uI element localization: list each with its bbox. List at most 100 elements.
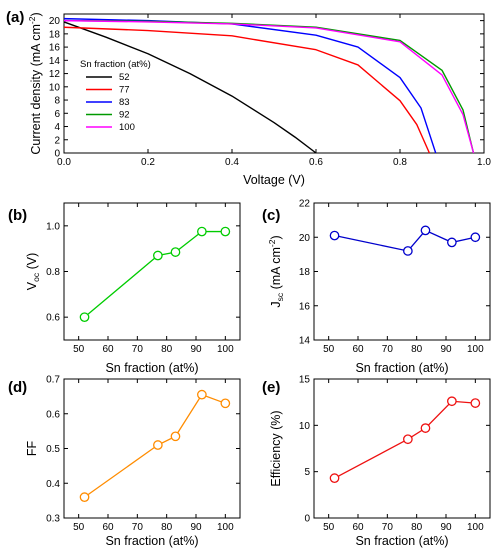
data-point [403,246,413,256]
x-tick-label: 100 [217,522,234,533]
y-label-main: J [269,301,283,307]
x-tick-label: 70 [132,344,144,355]
legend-label: 92 [119,110,130,121]
x-tick-label: 60 [352,344,364,355]
y-label-sub: oc [31,272,41,282]
series-line-100 [63,19,475,154]
panel-label: (e) [262,379,280,396]
y-tick-label: 20 [299,233,311,244]
data-point [170,247,181,257]
y-tick-label: 15 [299,375,311,386]
panel-0: 0.0 0.2 0.4 0.6 0.8 1.0 0 2 4 6 8 10 12 14 16 18 20 (a) Vo… [6,9,491,187]
y-tick-label: 10 [49,82,61,93]
x-tick-label: 60 [102,522,114,533]
x-axis-label: Sn fraction (at%) [355,534,448,548]
data-point [197,226,207,237]
y-tick-label: 14 [49,56,61,67]
x-tick-label: 50 [323,522,335,533]
data-point [79,492,90,502]
y-label-sub: sc [275,292,285,301]
x-tick-label: 70 [132,522,144,533]
x-tick-label: 60 [102,344,114,355]
y-tick-label: 14 [299,336,311,347]
legend-label: 83 [119,97,130,108]
x-tick-label: 50 [73,522,85,533]
legend-label: 52 [119,72,130,83]
x-tick-label: 100 [467,522,484,533]
data-point [329,230,340,241]
y-tick-label: 0.7 [46,375,60,386]
legend-label: 100 [119,122,135,133]
y-axis-label: Efficiency (%) [269,410,283,486]
data-point [197,389,207,400]
y-tick-label: 4 [54,122,60,133]
x-tick-label: 50 [73,344,85,355]
x-tick-label: 90 [190,344,202,355]
series-line-77 [63,26,431,154]
y-label-tail: (V) [25,253,39,273]
y-tick-label: 6 [54,109,60,120]
y-tick-label: 0.3 [46,514,60,525]
y-label-main: FF [25,441,39,457]
data-point [153,440,163,450]
panel-4: 50 60 70 80 90 100 0 5 10 15 (e) Sn fraction (at%) E… [262,375,491,548]
x-axis-label: Voltage (V) [243,173,305,187]
y-tick-label: 22 [299,199,311,210]
x-tick-label: 0.8 [393,157,407,168]
y-label-sup: -2 [27,16,37,24]
y-label-main: V [25,281,39,290]
data-point [470,398,481,408]
x-axis-label: Sn fraction (at%) [105,361,198,375]
y-tick-label: 0.6 [46,409,60,420]
y-tick-label: 1.0 [46,221,60,232]
x-tick-label: 100 [217,344,234,355]
panel-1: 50 60 70 80 90 100 0.6 0.8 1.0 (b) Sn fraction (at… [8,202,241,375]
y-tick-label: 20 [49,16,61,27]
data-point [220,226,231,237]
data-point [153,250,163,261]
x-tick-label: 80 [411,522,423,533]
y-axis-label: FF [25,441,39,457]
x-axis-label: Sn fraction (at%) [355,361,448,375]
y-label-end: ) [269,235,283,239]
x-tick-label: 100 [467,344,484,355]
panel-label: (b) [8,207,27,224]
plot-frame [313,202,491,341]
y-axis-label: Jsc (mA cm-2) [267,235,285,307]
data-point [420,423,431,433]
y-label-main: Current density (mA cm [29,24,43,155]
x-tick-label: 70 [382,344,394,355]
x-tick-label: 0.2 [141,157,155,168]
data-point [220,398,231,409]
y-label-tail: (mA cm [269,247,283,293]
series-line [84,230,226,318]
y-tick-label: 0.4 [46,479,60,490]
x-tick-label: 80 [411,344,423,355]
y-tick-label: 10 [299,421,311,432]
panel-label: (a) [6,9,24,26]
data-point [470,232,481,243]
panel-label: (c) [262,207,280,224]
y-tick-label: 5 [304,467,310,478]
y-tick-label: 18 [299,267,311,278]
plot-frame [63,13,485,154]
x-axis-label: Sn fraction (at%) [105,534,198,548]
y-tick-label: 16 [299,301,311,312]
legend-label: 77 [119,85,130,96]
data-point [79,312,90,323]
y-label-end: ) [29,12,43,16]
y-tick-label: 18 [49,29,61,40]
y-tick-label: 0 [54,149,60,160]
x-tick-label: 90 [190,522,202,533]
legend-title: Sn fraction (at%) [80,59,151,70]
panel-3: 50 60 70 80 90 100 0.3 0.4 0.5 0.6 0.7 (d) Sn fracti… [8,375,241,548]
panel-2: 50 60 70 80 90 100 14 16 18 20 22 (c) Sn fraction (a… [262,199,491,375]
plot-frame [313,378,491,519]
y-axis-label: Voc (V) [25,253,41,290]
x-tick-label: 0.6 [309,157,323,168]
y-tick-label: 12 [49,69,61,80]
y-tick-label: 16 [49,43,61,54]
y-tick-label: 0.8 [46,267,60,278]
series-line-52 [63,21,317,154]
